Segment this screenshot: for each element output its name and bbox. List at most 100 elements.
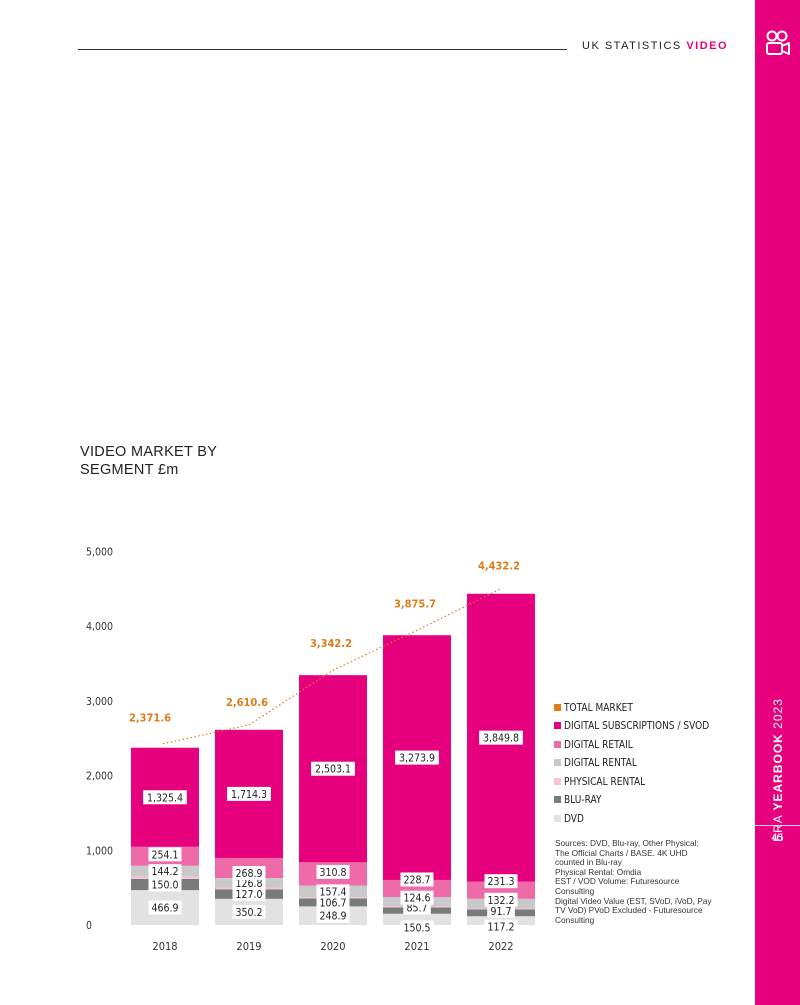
legend-item: DVD [554, 809, 741, 828]
page-number: 45 [771, 832, 784, 844]
value-label-box [227, 786, 271, 801]
section-label: UK STATISTICS [582, 40, 682, 52]
y-tick-label: 2,000 [86, 771, 113, 783]
value-label-svod: 2,503.1 [315, 764, 351, 776]
value-label-box [232, 904, 266, 919]
value-label-bluray: 85.7 [406, 903, 427, 915]
total-market-label: 3,875.7 [394, 597, 436, 610]
section-header: UK STATISTICS VIDEO [582, 40, 728, 52]
value-label-bluray: 106.7 [319, 897, 346, 909]
value-label-box [484, 874, 518, 889]
legend-item: TOTAL MARKET [554, 698, 741, 717]
value-label-box [400, 872, 434, 887]
x-tick-label: 2021 [404, 940, 429, 953]
section-topic: VIDEO [686, 40, 729, 52]
total-market-label: 4,432.2 [478, 560, 520, 573]
value-label-box [148, 864, 182, 879]
value-label-dvd: 150.5 [403, 922, 430, 934]
value-label-box [148, 877, 182, 892]
value-label-dvd: 117.2 [487, 922, 514, 934]
video-camera-icon [766, 30, 790, 55]
legend-label: BLU-RAY [564, 793, 602, 807]
value-label-box [311, 761, 355, 776]
value-label-box [316, 895, 350, 910]
value-label-digital_retail: 254.1 [151, 849, 178, 861]
value-label-digital_rental: 124.6 [403, 893, 430, 905]
value-label-box [395, 750, 439, 765]
legend-label: DIGITAL RETAIL [564, 737, 633, 751]
value-label-box [316, 864, 350, 879]
value-label-box [148, 900, 182, 915]
value-label-bluray: 150.0 [151, 879, 178, 891]
total-market-label: 2,371.6 [129, 712, 171, 725]
value-label-digital_retail: 310.8 [319, 867, 346, 879]
value-label-digital_rental: 144.2 [151, 866, 178, 878]
y-tick-label: 0 [86, 920, 92, 932]
value-label-digital_rental: 132.2 [487, 895, 514, 907]
legend-swatch [554, 814, 561, 822]
value-label-svod: 3,849.8 [483, 733, 519, 745]
total-market-line [162, 588, 502, 745]
x-tick-label: 2020 [320, 940, 345, 953]
bar-segment-digital_retail [383, 879, 451, 898]
chart-legend: TOTAL MARKET DIGITAL SUBSCRIPTIONS / SVOD… [554, 698, 741, 828]
legend-label: DIGITAL RENTAL [564, 756, 637, 770]
y-tick-label: 3,000 [86, 696, 113, 708]
y-tick-label: 1,000 [86, 845, 113, 857]
x-tick-label: 2018 [152, 940, 177, 953]
value-label-box [232, 866, 266, 881]
value-label-digital_rental: 126.8 [235, 878, 262, 890]
value-label-box [316, 884, 350, 899]
value-label-digital_rental: 157.4 [319, 886, 346, 898]
x-tick-label: 2022 [488, 940, 513, 953]
chart-title-line-2: SEGMENT £m [80, 462, 179, 478]
value-label-svod: 1,714.3 [231, 789, 267, 801]
legend-swatch [554, 759, 561, 767]
value-label-box [316, 908, 350, 923]
value-label-box [484, 919, 518, 934]
header-rule [78, 49, 567, 50]
value-label-bluray: 91.7 [490, 906, 511, 918]
total-market-label: 2,610.6 [226, 696, 268, 709]
legend-swatch [554, 740, 561, 748]
value-label-dvd: 248.9 [319, 911, 346, 923]
legend-item: DIGITAL RENTAL [554, 754, 741, 773]
legend-label: DVD [564, 811, 584, 825]
value-label-svod: 1,325.4 [147, 792, 183, 804]
value-label-box [400, 890, 434, 905]
sidebar: ERA YEARBOOK 2023 45 [755, 0, 800, 1005]
legend-label: PHYSICAL RENTAL [564, 774, 646, 788]
y-tick-label: 4,000 [86, 621, 113, 633]
value-label-box [484, 892, 518, 907]
legend-swatch [554, 777, 561, 785]
y-tick-label: 5,000 [86, 546, 113, 558]
value-label-box [143, 790, 187, 805]
legend-swatch [554, 722, 561, 730]
bar-segment-dvd [383, 913, 451, 925]
value-label-box [479, 730, 523, 745]
legend-item: PHYSICAL RENTAL [554, 772, 741, 791]
legend-item: BLU-RAY [554, 791, 741, 810]
value-label-box [487, 903, 515, 918]
chart-title-line-1: VIDEO MARKET BY [80, 444, 218, 460]
legend-swatch [554, 796, 561, 804]
sidebar-divider [755, 825, 800, 826]
value-label-dvd: 466.9 [151, 903, 178, 915]
legend-swatch [554, 703, 561, 711]
value-label-box [148, 847, 182, 862]
value-label-bluray: 127.0 [235, 889, 262, 901]
bar-segment-digital_retail [467, 881, 535, 899]
x-tick-label: 2019 [236, 940, 261, 953]
total-market-label: 3,342.2 [310, 637, 352, 650]
value-label-digital_retail: 231.3 [487, 876, 514, 888]
chart-title: VIDEO MARKET BY SEGMENT £m [80, 443, 217, 479]
legend-item: DIGITAL SUBSCRIPTIONS / SVOD [554, 717, 741, 736]
value-label-box [400, 920, 434, 935]
value-label-svod: 3,273.9 [399, 753, 435, 765]
value-label-digital_retail: 268.9 [235, 868, 262, 880]
value-label-box [232, 887, 266, 902]
legend-item: DIGITAL RETAIL [554, 735, 741, 754]
sources-note: Sources: DVD, Blu-ray, Other Physical: T… [555, 838, 712, 925]
value-label-digital_retail: 228.7 [403, 874, 430, 886]
